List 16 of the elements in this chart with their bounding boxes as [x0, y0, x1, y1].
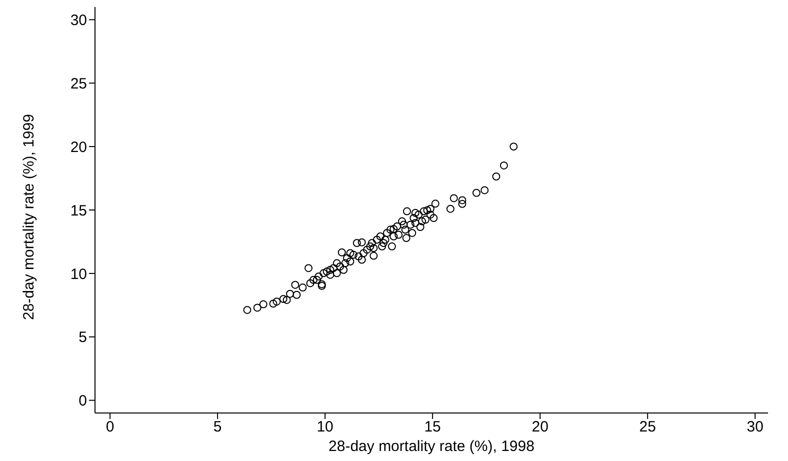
x-tick-label: 10	[316, 418, 334, 436]
x-tick-label: 0	[106, 418, 114, 436]
x-tick-label: 20	[532, 418, 548, 436]
y-tick-label: 0	[78, 392, 87, 410]
y-tick-label: 10	[70, 266, 87, 283]
x-tick-label: 5	[213, 418, 222, 436]
x-tick-label: 25	[639, 418, 656, 436]
y-tick-label: 15	[70, 202, 87, 220]
y-tick-label: 20	[70, 138, 87, 156]
x-tick-label: 30	[746, 418, 764, 436]
x-tick-label: 15	[424, 418, 441, 436]
y-tick-label: 25	[70, 75, 87, 92]
y-tick-label: 5	[78, 329, 87, 346]
x-axis-title: 28-day mortality rate (%), 1998	[328, 438, 534, 455]
y-tick-label: 30	[70, 12, 87, 30]
y-axis-title: 28-day mortality rate (%), 1999	[20, 114, 38, 320]
